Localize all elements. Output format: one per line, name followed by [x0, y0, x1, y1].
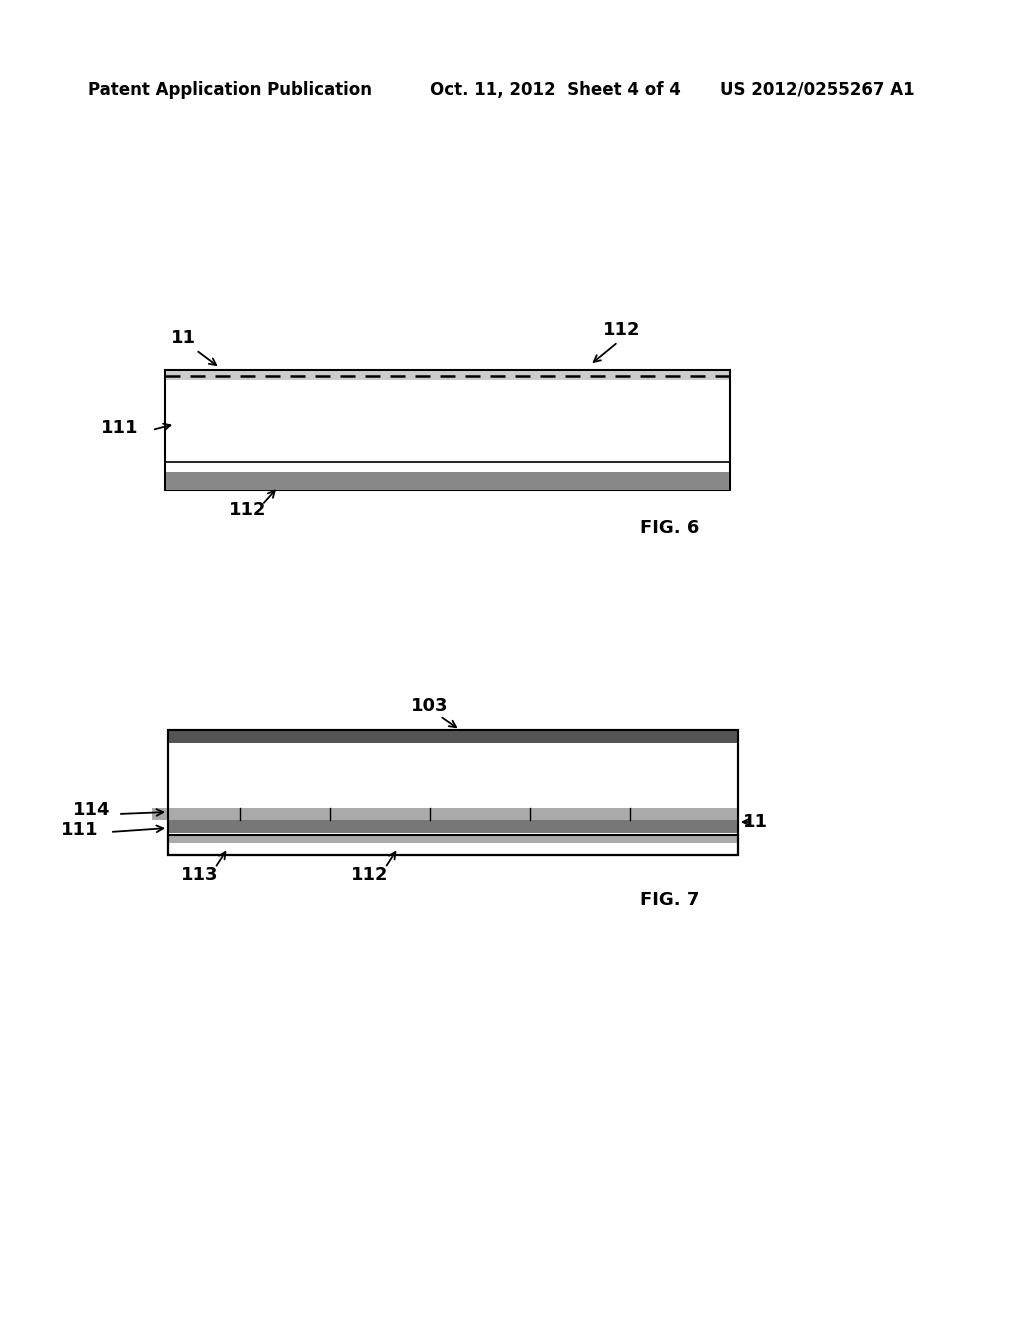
Bar	[152, 808, 738, 820]
Text: FIG. 7: FIG. 7	[640, 891, 699, 909]
Bar	[168, 820, 738, 833]
Text: 11: 11	[742, 813, 768, 832]
Text: 114: 114	[74, 801, 111, 818]
Bar	[168, 730, 738, 855]
Bar	[169, 731, 737, 743]
Text: 103: 103	[412, 697, 449, 715]
Bar	[166, 371, 729, 380]
Bar	[168, 730, 738, 743]
Text: Patent Application Publication: Patent Application Publication	[88, 81, 372, 99]
Bar	[168, 836, 738, 855]
Text: 112: 112	[603, 321, 641, 339]
Bar	[168, 730, 738, 855]
Text: US 2012/0255267 A1: US 2012/0255267 A1	[720, 81, 914, 99]
Text: 112: 112	[351, 866, 389, 884]
Bar	[168, 836, 738, 843]
Text: 111: 111	[61, 821, 98, 840]
Text: FIG. 6: FIG. 6	[640, 519, 699, 537]
Text: 111: 111	[101, 418, 138, 437]
Text: 11: 11	[171, 329, 196, 347]
Text: 113: 113	[181, 866, 219, 884]
Text: Oct. 11, 2012  Sheet 4 of 4: Oct. 11, 2012 Sheet 4 of 4	[430, 81, 681, 99]
Bar	[166, 473, 729, 490]
Bar	[165, 370, 730, 490]
Text: 112: 112	[229, 502, 266, 519]
